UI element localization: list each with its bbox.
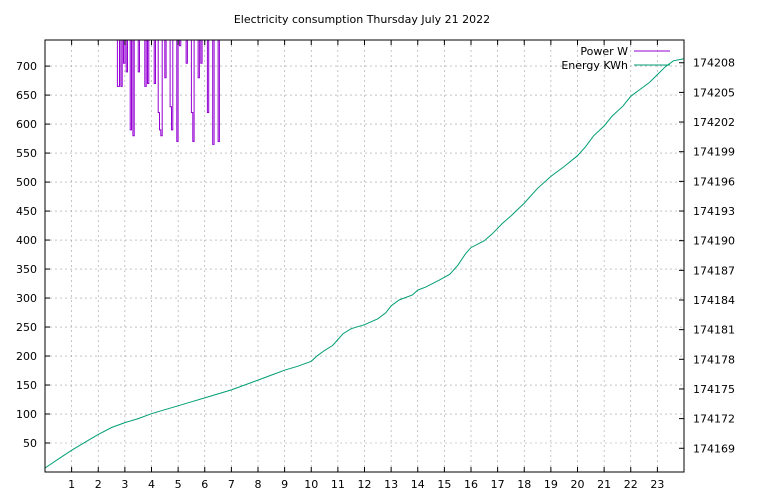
x-tick-label: 11 xyxy=(331,478,345,491)
x-tick-label: 19 xyxy=(544,478,558,491)
x-tick-label: 8 xyxy=(255,478,262,491)
y2-tick-label: 174181 xyxy=(693,324,735,337)
axis-ticks: 1 2 3 4 5 6 7 8 9 10 11 12 13 14 15 16 17 18 19 20 21 22 23501… xyxy=(16,40,735,491)
y2-tick-label: 174187 xyxy=(693,264,735,277)
y2-tick-label: 174175 xyxy=(693,383,735,396)
x-tick-label: 16 xyxy=(464,478,478,491)
y-tick-label: 500 xyxy=(16,176,37,189)
y-tick-label: 650 xyxy=(16,89,37,102)
x-tick-label: 22 xyxy=(624,478,638,491)
y2-tick-label: 174172 xyxy=(693,413,735,426)
y2-tick-label: 174178 xyxy=(693,353,735,366)
legend-label-energy: Energy KWh xyxy=(561,59,628,72)
y-tick-label: 300 xyxy=(16,292,37,305)
x-tick-label: 15 xyxy=(437,478,451,491)
x-tick-label: 20 xyxy=(571,478,585,491)
legend-label-power: Power W xyxy=(580,45,628,58)
x-tick-label: 4 xyxy=(148,478,155,491)
x-tick-label: 5 xyxy=(175,478,182,491)
x-tick-label: 13 xyxy=(384,478,398,491)
y-tick-label: 100 xyxy=(16,408,37,421)
x-tick-label: 10 xyxy=(304,478,318,491)
series-line-energy xyxy=(44,58,685,469)
x-tick-label: 21 xyxy=(597,478,611,491)
chart-title: Electricity consumption Thursday July 21… xyxy=(234,13,490,26)
y-tick-label: 550 xyxy=(16,147,37,160)
y-tick-label: 700 xyxy=(16,60,37,73)
x-tick-label: 3 xyxy=(121,478,128,491)
series-line-power xyxy=(116,39,240,145)
x-tick-label: 9 xyxy=(281,478,288,491)
x-tick-label: 12 xyxy=(358,478,372,491)
y2-tick-label: 174202 xyxy=(693,116,735,129)
x-tick-label: 17 xyxy=(491,478,505,491)
x-tick-label: 18 xyxy=(517,478,531,491)
y-tick-label: 400 xyxy=(16,234,37,247)
x-tick-label: 14 xyxy=(411,478,425,491)
y-tick-label: 450 xyxy=(16,205,37,218)
y2-tick-label: 174196 xyxy=(693,175,735,188)
y-tick-label: 150 xyxy=(16,379,37,392)
y-tick-label: 600 xyxy=(16,118,37,131)
plot-series xyxy=(44,39,685,469)
y2-tick-label: 174184 xyxy=(693,294,735,307)
grid-lines xyxy=(45,40,684,472)
y2-tick-label: 174199 xyxy=(693,146,735,159)
y-tick-label: 50 xyxy=(23,437,37,450)
y2-tick-label: 174205 xyxy=(693,86,735,99)
x-tick-label: 23 xyxy=(650,478,664,491)
y-tick-label: 200 xyxy=(16,350,37,363)
y-tick-label: 250 xyxy=(16,321,37,334)
x-tick-label: 2 xyxy=(95,478,102,491)
legend: Power W Energy KWh xyxy=(561,45,670,72)
y2-tick-label: 174193 xyxy=(693,205,735,218)
y2-tick-label: 174208 xyxy=(693,57,735,70)
x-tick-label: 6 xyxy=(201,478,208,491)
y2-tick-label: 174190 xyxy=(693,235,735,248)
x-tick-label: 1 xyxy=(68,478,75,491)
y2-tick-label: 174169 xyxy=(693,442,735,455)
y-tick-label: 350 xyxy=(16,263,37,276)
x-tick-label: 7 xyxy=(228,478,235,491)
